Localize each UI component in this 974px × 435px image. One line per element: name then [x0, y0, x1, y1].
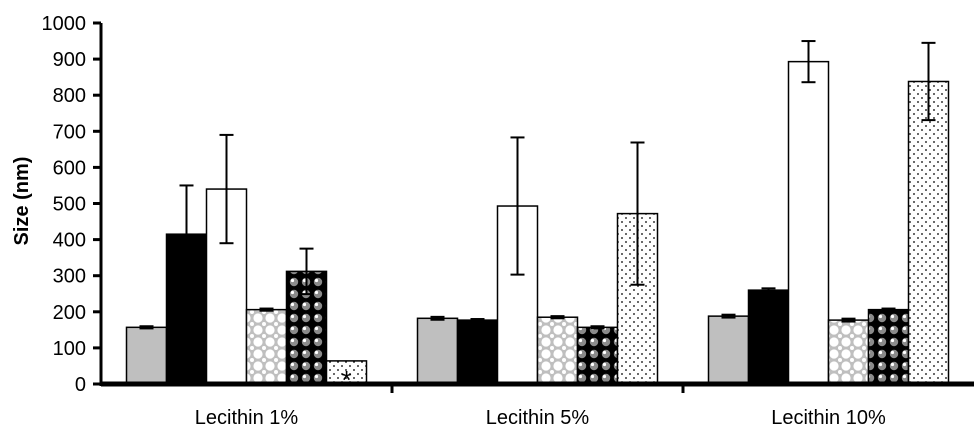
y-axis: 0 100 200 300 400 500 600 700 800 900 1000 — [42, 13, 101, 396]
bar — [827, 319, 870, 385]
error-bar — [219, 133, 234, 245]
bar — [125, 326, 168, 385]
bar — [907, 80, 950, 385]
error-bar — [590, 325, 605, 330]
error-bar — [259, 307, 274, 312]
error-bar — [179, 184, 194, 284]
bar — [787, 60, 830, 385]
y-tick-label: 700 — [53, 121, 86, 143]
y-tick-label: 800 — [53, 85, 86, 107]
y-tick-label: 300 — [53, 266, 86, 288]
y-axis-label: Size (nm) — [11, 157, 33, 246]
x-axis: Lecithin 1% Lecithin 5% Lecithin 10% — [195, 384, 886, 429]
bar — [456, 319, 499, 385]
x-tick-label: Lecithin 10% — [771, 407, 886, 429]
bar — [867, 308, 910, 385]
x-tick-label: Lecithin 5% — [486, 407, 590, 429]
y-tick-label: 400 — [53, 230, 86, 252]
x-tick-label: Lecithin 1% — [195, 407, 299, 429]
y-tick-label: 1000 — [42, 13, 87, 35]
error-bar — [841, 317, 856, 323]
y-tick-label: 500 — [53, 194, 86, 216]
bar — [416, 317, 459, 385]
y-tick-label: 0 — [75, 374, 86, 396]
error-bars — [139, 40, 936, 330]
error-bar — [470, 318, 485, 323]
bar — [536, 316, 579, 385]
bar — [707, 315, 750, 385]
error-bar — [881, 307, 896, 312]
bars — [125, 60, 950, 385]
annotations: * — [341, 365, 351, 395]
y-tick-label: 900 — [53, 49, 86, 71]
error-bar — [550, 315, 565, 320]
bar — [245, 308, 288, 385]
error-bar — [430, 315, 445, 321]
y-tick-label: 200 — [53, 302, 86, 324]
error-bar — [630, 141, 645, 286]
error-bar — [510, 136, 525, 276]
bar — [576, 326, 619, 385]
y-tick-label: 600 — [53, 157, 86, 179]
error-bar — [299, 247, 314, 296]
annotation-asterisk: * — [341, 365, 351, 395]
error-bar — [801, 40, 816, 84]
error-bar — [139, 325, 154, 330]
bar — [747, 289, 790, 385]
y-tick-label: 100 — [53, 338, 86, 360]
error-bar — [761, 287, 776, 293]
error-bar — [921, 41, 936, 122]
error-bar — [721, 313, 736, 319]
